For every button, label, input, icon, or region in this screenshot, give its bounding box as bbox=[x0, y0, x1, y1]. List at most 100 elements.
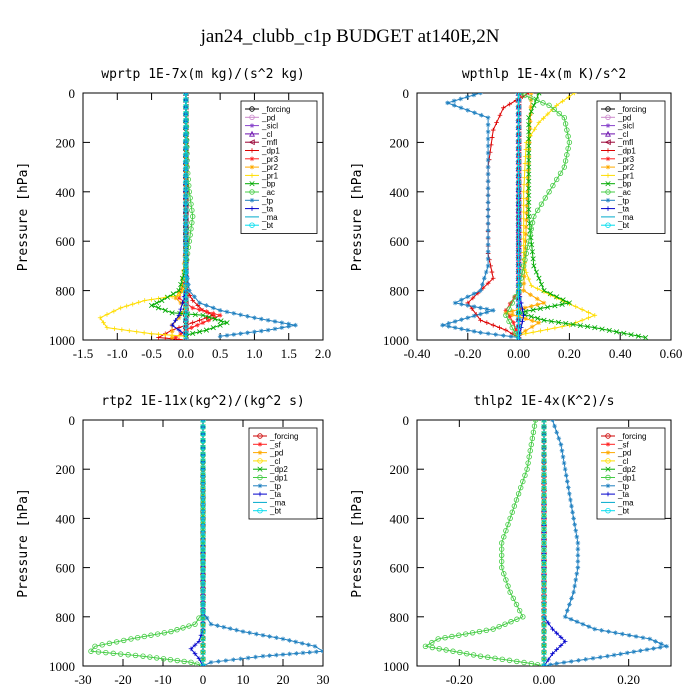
data-point bbox=[571, 516, 576, 521]
data-point bbox=[451, 103, 457, 108]
data-point bbox=[183, 316, 189, 323]
data-point bbox=[498, 546, 505, 552]
data-point bbox=[572, 522, 577, 527]
data-point bbox=[176, 313, 182, 318]
data-point bbox=[188, 201, 194, 207]
data-point bbox=[528, 226, 534, 232]
x-tick-label: 20 bbox=[277, 672, 290, 687]
series-line bbox=[442, 93, 519, 338]
legend-label: _bt bbox=[617, 507, 630, 516]
data-point bbox=[126, 328, 132, 334]
series-pr1 bbox=[97, 93, 189, 339]
data-point bbox=[224, 320, 230, 326]
legend-marker bbox=[249, 189, 255, 195]
data-point bbox=[541, 635, 547, 642]
data-point bbox=[200, 312, 206, 318]
data-point bbox=[515, 275, 522, 281]
data-point bbox=[520, 306, 525, 312]
data-point bbox=[506, 657, 513, 664]
data-point bbox=[556, 110, 562, 117]
legend-label: _forcing bbox=[617, 105, 646, 114]
data-point bbox=[99, 642, 105, 648]
data-point bbox=[620, 631, 625, 637]
data-point bbox=[183, 275, 189, 281]
data-point bbox=[545, 620, 551, 626]
legend-label: _dp1 bbox=[617, 147, 636, 156]
data-point bbox=[459, 297, 464, 303]
y-tick-label: 1000 bbox=[49, 333, 75, 348]
data-point bbox=[190, 320, 196, 326]
data-point bbox=[530, 429, 537, 435]
data-point bbox=[451, 98, 457, 104]
data-point bbox=[471, 291, 477, 296]
legend-marker bbox=[605, 491, 611, 497]
legend-marker bbox=[249, 114, 255, 120]
legend-marker bbox=[605, 148, 611, 153]
data-point bbox=[575, 565, 581, 570]
y-tick-label: 0 bbox=[403, 86, 410, 101]
data-point bbox=[515, 491, 522, 497]
data-point bbox=[200, 656, 206, 662]
data-point bbox=[485, 143, 491, 149]
data-point bbox=[541, 533, 547, 539]
legend-label: _ma bbox=[617, 213, 634, 222]
data-point bbox=[631, 649, 637, 655]
data-point bbox=[119, 327, 125, 333]
legend-label: _pr2 bbox=[617, 163, 635, 172]
data-point bbox=[231, 332, 237, 337]
y-tick-label: 1000 bbox=[383, 659, 409, 674]
data-point bbox=[606, 629, 611, 634]
data-point bbox=[88, 648, 94, 654]
data-point bbox=[514, 658, 520, 665]
data-point bbox=[515, 227, 522, 233]
data-point bbox=[621, 330, 627, 336]
legend-marker bbox=[249, 164, 255, 170]
data-point bbox=[515, 186, 522, 192]
data-point bbox=[633, 634, 639, 639]
data-point bbox=[183, 200, 189, 206]
data-point bbox=[183, 248, 189, 254]
data-point bbox=[188, 659, 194, 666]
data-point bbox=[506, 318, 512, 325]
data-point bbox=[200, 560, 206, 567]
y-tick-label: 400 bbox=[56, 511, 76, 526]
data-point bbox=[196, 329, 203, 335]
data-point bbox=[528, 104, 534, 110]
data-point bbox=[522, 175, 527, 180]
legend-label: _tp bbox=[617, 196, 630, 205]
data-point bbox=[200, 635, 206, 642]
legend-marker bbox=[605, 164, 611, 170]
data-point bbox=[541, 317, 547, 323]
data-point bbox=[183, 123, 190, 130]
data-point bbox=[534, 662, 541, 666]
data-point bbox=[490, 308, 496, 313]
data-point bbox=[493, 332, 499, 337]
data-point bbox=[452, 300, 458, 306]
plot-frame bbox=[82, 92, 324, 341]
data-point bbox=[459, 326, 464, 332]
data-point bbox=[561, 164, 568, 170]
data-point bbox=[490, 322, 496, 328]
legend-label: _ac bbox=[261, 188, 275, 197]
data-point bbox=[238, 656, 244, 662]
data-point bbox=[497, 112, 503, 118]
data-point bbox=[498, 552, 505, 558]
data-point bbox=[516, 607, 523, 614]
legend-label: _forcing bbox=[617, 432, 646, 441]
data-point bbox=[465, 107, 471, 113]
data-point bbox=[445, 100, 450, 106]
data-point bbox=[483, 627, 490, 634]
data-point bbox=[523, 250, 529, 257]
data-point bbox=[470, 295, 476, 301]
data-point bbox=[523, 224, 529, 230]
data-point bbox=[206, 317, 212, 323]
data-point bbox=[541, 574, 547, 580]
data-point bbox=[522, 161, 528, 166]
data-point bbox=[558, 442, 564, 447]
data-point bbox=[554, 430, 559, 435]
data-point bbox=[515, 213, 522, 220]
data-point bbox=[183, 268, 189, 275]
series-dp1 bbox=[88, 420, 206, 666]
data-point bbox=[176, 288, 182, 294]
data-point bbox=[509, 308, 515, 314]
